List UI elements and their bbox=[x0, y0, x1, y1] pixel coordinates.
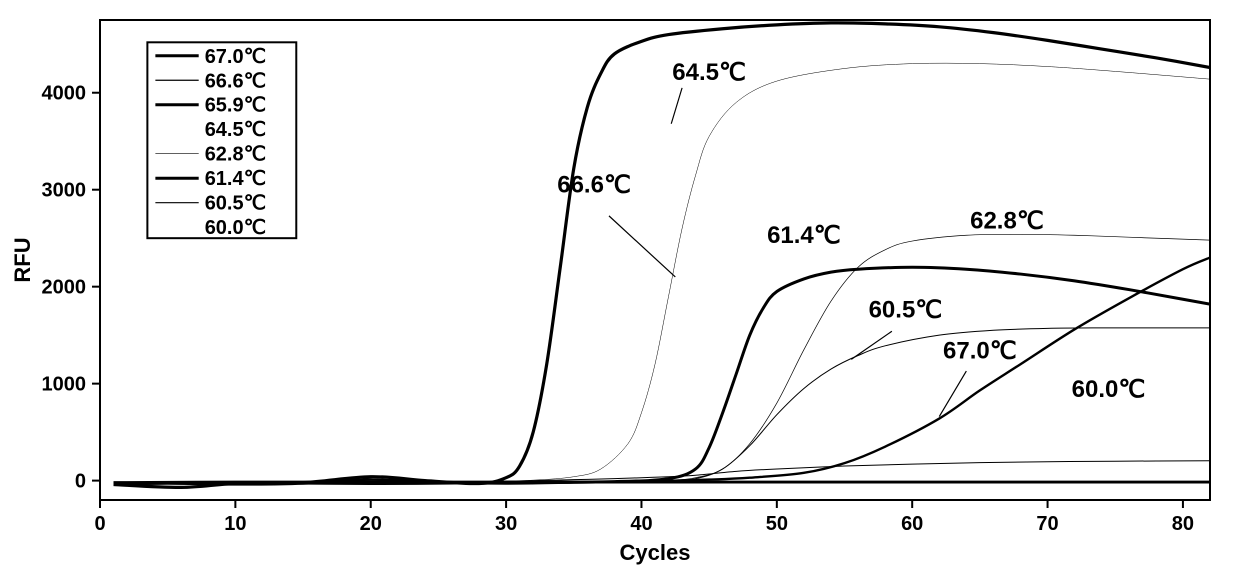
series-curve bbox=[114, 234, 1210, 482]
curve-annotation: 67.0℃ bbox=[943, 337, 1017, 364]
y-tick-label: 0 bbox=[75, 471, 86, 493]
legend-label: 60.0℃ bbox=[205, 217, 266, 239]
annotation-leader bbox=[671, 88, 682, 124]
plot-frame bbox=[100, 20, 1210, 500]
y-axis-title: RFU bbox=[10, 237, 35, 282]
curve-annotation: 61.4℃ bbox=[767, 222, 841, 249]
series-curve bbox=[114, 328, 1210, 483]
series-curve bbox=[114, 267, 1210, 483]
x-tick-label: 70 bbox=[1036, 513, 1058, 535]
annotation-leader bbox=[609, 216, 675, 277]
curve-annotation: 62.8℃ bbox=[970, 207, 1044, 234]
series-curve bbox=[114, 63, 1210, 482]
series-curve bbox=[114, 482, 1210, 483]
y-tick-label: 4000 bbox=[42, 83, 87, 105]
x-tick-label: 40 bbox=[630, 513, 652, 535]
x-tick-label: 30 bbox=[495, 513, 517, 535]
series-curve bbox=[114, 23, 1210, 488]
x-tick-label: 10 bbox=[224, 513, 246, 535]
legend-label: 62.8℃ bbox=[205, 144, 266, 166]
legend-label: 65.9℃ bbox=[205, 95, 266, 117]
y-tick-label: 1000 bbox=[42, 374, 87, 396]
x-tick-label: 50 bbox=[766, 513, 788, 535]
curve-annotation: 64.5℃ bbox=[672, 59, 746, 86]
legend-label: 60.5℃ bbox=[205, 193, 266, 215]
legend-label: 64.5℃ bbox=[205, 119, 266, 141]
x-tick-label: 80 bbox=[1172, 513, 1194, 535]
series-curve bbox=[114, 258, 1210, 485]
curve-annotation: 66.6℃ bbox=[557, 172, 631, 199]
y-tick-label: 3000 bbox=[42, 180, 87, 202]
x-axis-title: Cycles bbox=[620, 540, 691, 565]
x-tick-label: 60 bbox=[901, 513, 923, 535]
amplification-chart: { "chart": { "type": "line", "width_px":… bbox=[0, 0, 1240, 578]
curves-group bbox=[114, 23, 1210, 488]
legend-label: 61.4℃ bbox=[205, 168, 266, 190]
curve-annotation: 60.0℃ bbox=[1072, 376, 1146, 403]
x-tick-label: 20 bbox=[360, 513, 382, 535]
y-tick-label: 2000 bbox=[42, 277, 87, 299]
legend-label: 67.0℃ bbox=[205, 46, 266, 68]
legend-label: 66.6℃ bbox=[205, 70, 266, 92]
x-tick-label: 0 bbox=[94, 513, 105, 535]
curve-annotation: 60.5℃ bbox=[869, 297, 943, 324]
chart-svg: 0 10 20 30 40 50 60 70 80 Cycles 0 1000 2000 3000 4000… bbox=[0, 0, 1240, 578]
